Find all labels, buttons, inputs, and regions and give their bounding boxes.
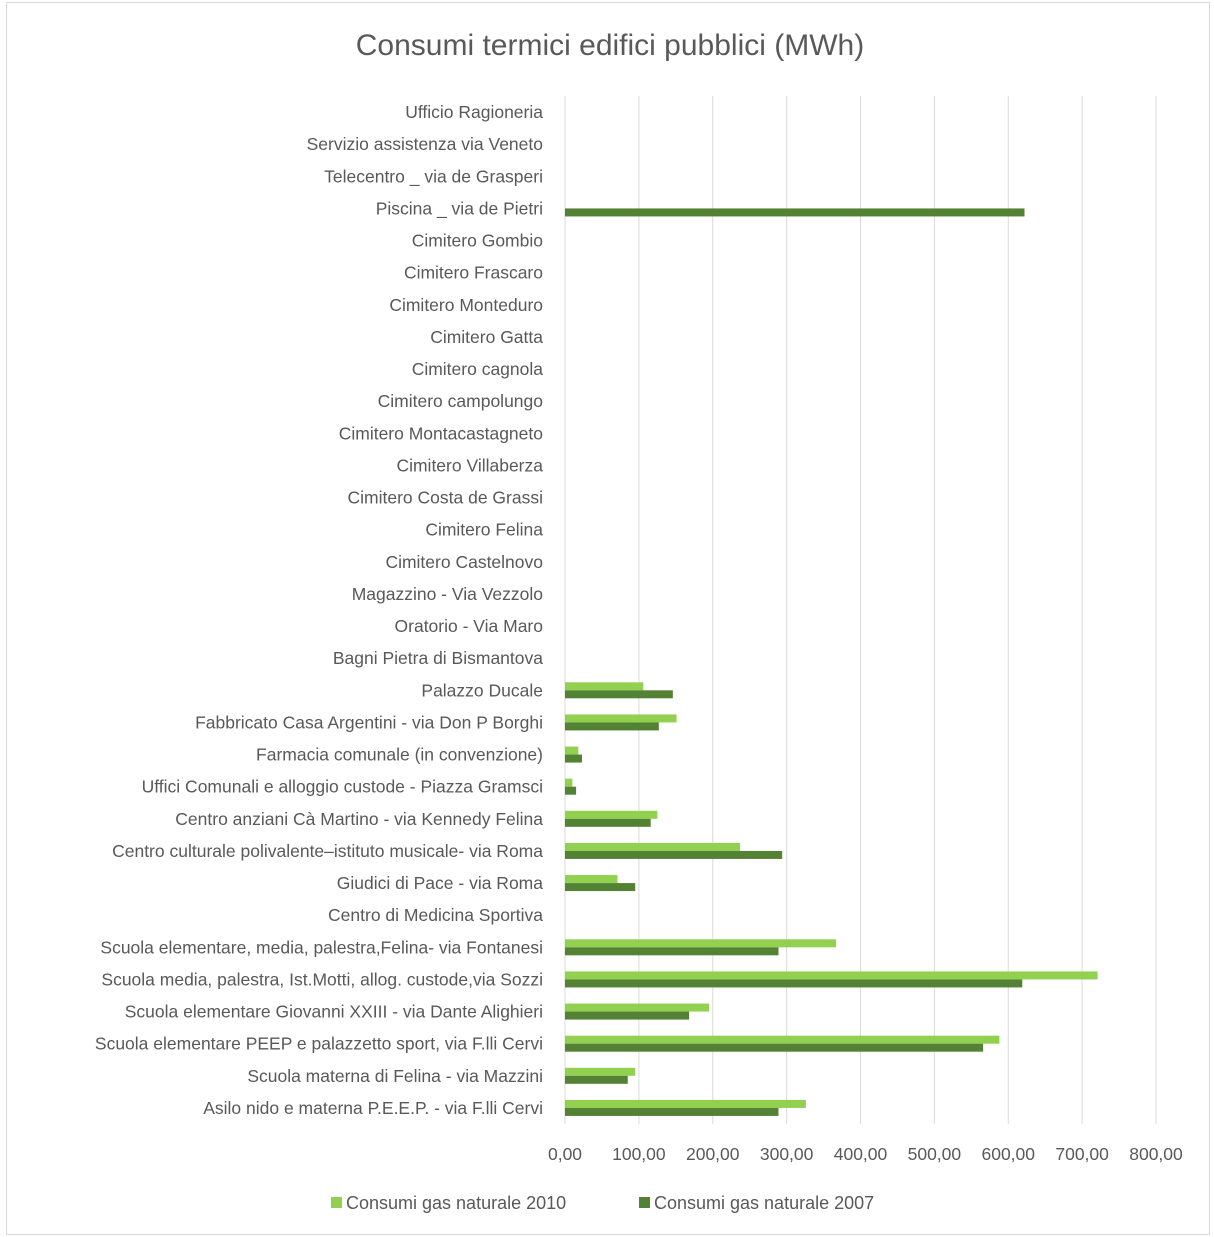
bar-2007 bbox=[565, 754, 582, 763]
bar-2010 bbox=[565, 939, 837, 948]
category-label: Cimitero cagnola bbox=[412, 359, 544, 379]
legend-label-2010: Consumi gas naturale 2010 bbox=[346, 1193, 566, 1213]
category-label: Servizio assistenza via Veneto bbox=[307, 134, 543, 154]
bar-2010 bbox=[565, 778, 573, 787]
chart-title: Consumi termici edifici pubblici (MWh) bbox=[356, 29, 864, 62]
bars bbox=[565, 208, 1098, 1116]
bar-2007 bbox=[565, 1043, 984, 1052]
category-label: Giudici di Pace - via Roma bbox=[337, 873, 543, 893]
category-label: Ufficio Ragioneria bbox=[405, 102, 543, 122]
x-tick-label: 0,00 bbox=[548, 1144, 582, 1164]
gridlines bbox=[564, 96, 1157, 1124]
legend-swatch-2007 bbox=[639, 1197, 650, 1208]
bar-2007 bbox=[565, 947, 779, 956]
x-tick-label: 800,00 bbox=[1129, 1144, 1183, 1164]
x-tick-label: 300,00 bbox=[760, 1144, 814, 1164]
bar-2010 bbox=[565, 875, 618, 884]
category-labels: Asilo nido e materna P.E.E.P. - via F.ll… bbox=[95, 102, 543, 1118]
category-label: Oratorio - Via Maro bbox=[395, 616, 543, 636]
bar-2007 bbox=[565, 690, 673, 699]
bar-2007 bbox=[565, 818, 651, 827]
bar-2007 bbox=[565, 1011, 690, 1020]
category-label: Cimitero Monteduro bbox=[389, 295, 543, 315]
category-label: Scuola elementare Giovanni XXIII - via D… bbox=[125, 1002, 543, 1022]
category-label: Scuola media, palestra, Ist.Motti, allog… bbox=[101, 969, 543, 989]
bar-2007 bbox=[565, 1075, 628, 1084]
category-label: Bagni Pietra di Bismantova bbox=[333, 648, 543, 668]
bar-2007 bbox=[565, 208, 1025, 217]
category-label: Scuola elementare, media, palestra,Felin… bbox=[100, 937, 543, 957]
x-tick-label: 500,00 bbox=[908, 1144, 962, 1164]
legend-swatch-2010 bbox=[331, 1197, 342, 1208]
bar-2010 bbox=[565, 746, 579, 755]
category-label: Cimitero Frascaro bbox=[404, 263, 543, 283]
category-label: Telecentro _ via de Grasperi bbox=[324, 166, 543, 187]
bar-2007 bbox=[565, 850, 783, 859]
bar-2010 bbox=[565, 1003, 710, 1012]
bar-2010 bbox=[565, 1035, 1000, 1044]
category-label: Centro culturale polivalente–istituto mu… bbox=[112, 841, 543, 861]
category-label: Cimitero Felina bbox=[425, 520, 543, 540]
bar-2010 bbox=[565, 1067, 636, 1076]
category-label: Cimitero Gombio bbox=[412, 231, 543, 251]
category-label: Magazzino - Via Vezzolo bbox=[352, 584, 543, 604]
category-label: Palazzo Ducale bbox=[421, 680, 543, 700]
category-label: Cimitero Montacastagneto bbox=[339, 423, 543, 443]
x-axis-ticks: 0,00 100,00 200,00 300,00 400,00 500,00 600,00… bbox=[548, 1144, 1183, 1164]
category-label: Scuola elementare PEEP e palazzetto spor… bbox=[95, 1034, 543, 1054]
x-tick-label: 600,00 bbox=[981, 1144, 1035, 1164]
category-label: Cimitero campolungo bbox=[378, 391, 543, 411]
bar-2007 bbox=[565, 722, 659, 731]
category-label: Uffici Comunali e alloggio custode - Pia… bbox=[142, 777, 543, 797]
bar-2010 bbox=[565, 714, 677, 723]
category-label: Piscina _ via de Pietri bbox=[376, 198, 543, 219]
category-label: Centro anziani Cà Martino - via Kennedy … bbox=[175, 809, 543, 829]
legend-label-2007: Consumi gas naturale 2007 bbox=[654, 1193, 874, 1213]
bar-2007 bbox=[565, 883, 636, 892]
x-tick-label: 200,00 bbox=[686, 1144, 740, 1164]
bar-2010 bbox=[565, 1099, 806, 1108]
category-label: Asilo nido e materna P.E.E.P. - via F.ll… bbox=[203, 1098, 543, 1118]
category-label: Cimitero Villaberza bbox=[396, 455, 543, 475]
x-tick-label: 100,00 bbox=[612, 1144, 666, 1164]
bar-2010 bbox=[565, 971, 1098, 980]
x-tick-label: 700,00 bbox=[1055, 1144, 1109, 1164]
category-label: Cimitero Castelnovo bbox=[385, 552, 543, 572]
chart-frame bbox=[6, 2, 1210, 1235]
category-label: Scuola materna di Felina - via Mazzini bbox=[247, 1066, 543, 1086]
category-label: Centro di Medicina Sportiva bbox=[328, 905, 543, 925]
bar-2010 bbox=[565, 810, 658, 819]
bar-2010 bbox=[565, 842, 741, 851]
bar-2007 bbox=[565, 979, 1023, 988]
bar-2010 bbox=[565, 682, 644, 691]
category-label: Cimitero Costa de Grassi bbox=[348, 488, 543, 508]
bar-2007 bbox=[565, 786, 577, 795]
legend: Consumi gas naturale 2010 Consumi gas na… bbox=[331, 1193, 874, 1213]
category-label: Cimitero Gatta bbox=[430, 327, 543, 347]
bar-2007 bbox=[565, 1107, 779, 1116]
category-label: Farmacia comunale (in convenzione) bbox=[256, 745, 543, 765]
category-label: Fabbricato Casa Argentini - via Don P Bo… bbox=[195, 712, 543, 732]
x-tick-label: 400,00 bbox=[834, 1144, 888, 1164]
